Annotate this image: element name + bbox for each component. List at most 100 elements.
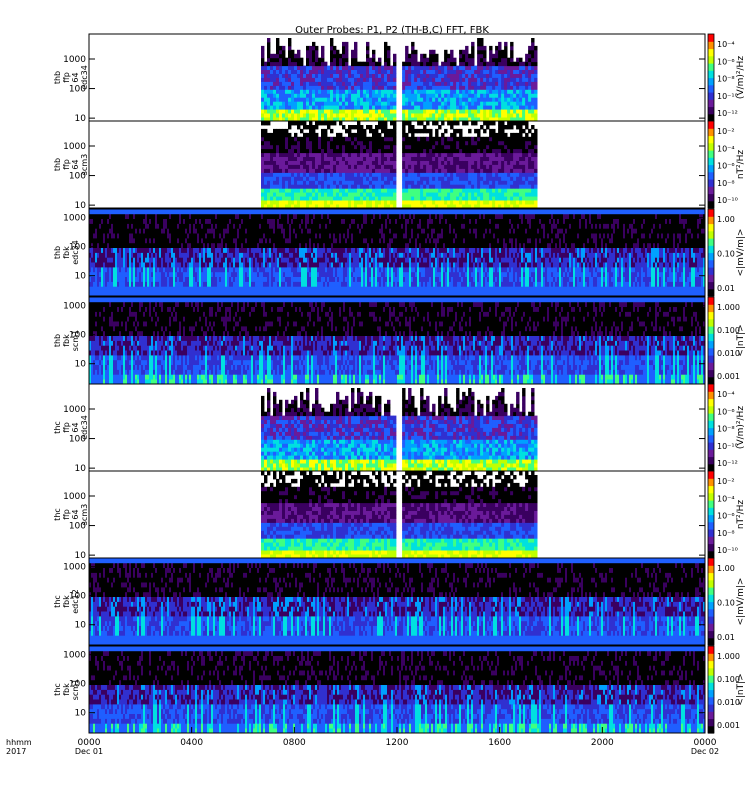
panel-background xyxy=(89,471,705,558)
y-axis-label: thb xyxy=(53,158,62,171)
y-axis-label: ffp xyxy=(62,159,71,170)
panel-background xyxy=(89,121,705,208)
y-tick-label: 100 xyxy=(69,680,86,690)
y-tick-label: 1000 xyxy=(63,142,86,152)
spectrogram-image xyxy=(261,471,538,559)
colorbar-tick-label: 10⁻⁶ xyxy=(717,57,735,66)
colorbar-tick-label: 10⁻⁴ xyxy=(717,40,735,49)
y-axis-label: thb xyxy=(53,246,62,259)
y-axis-label: fbk xyxy=(62,683,71,696)
y-tick-label: 100 xyxy=(69,592,86,602)
y-tick-label: 1000 xyxy=(63,492,86,502)
colorbar-tick-label: 0.010 xyxy=(717,349,740,358)
colorbar-unit: nT²/Hz xyxy=(736,150,746,180)
y-tick-label: 1000 xyxy=(63,302,86,312)
colorbar-tick-label: 10⁻² xyxy=(717,477,735,486)
colorbar-unit: nT²/Hz xyxy=(736,500,746,530)
y-axis-label: fbk xyxy=(62,595,71,608)
spectrogram-image xyxy=(89,646,706,734)
colorbar: 1.00 0.10 0.01<|mV/m|> xyxy=(707,208,746,297)
colorbar-tick-label: 10⁻⁴ xyxy=(717,494,735,503)
colorbar: 1.00 0.10 0.01<|mV/m|> xyxy=(707,557,746,646)
spectrogram-image xyxy=(261,388,538,472)
y-axis-label: 64 xyxy=(71,159,80,169)
panel-background xyxy=(89,384,705,471)
y-tick-label: 100 xyxy=(69,435,86,445)
y-axis-label: ffp xyxy=(62,422,71,433)
colorbar-tick-label: 10⁻⁴ xyxy=(717,144,735,153)
y-tick-label: 100 xyxy=(69,243,86,253)
y-tick-label: 10 xyxy=(75,709,87,719)
time-axis-corner-label: 2017 xyxy=(6,747,26,756)
y-axis-label: scm3 xyxy=(80,154,89,175)
colorbar-unit: <|mV/m|> xyxy=(736,578,746,626)
spectrogram-image xyxy=(261,121,538,209)
colorbar-unit: (V/m)²/Hz xyxy=(736,406,746,449)
colorbar-tick-label: 10⁻⁶ xyxy=(717,512,735,521)
y-tick-label: 10 xyxy=(75,551,87,561)
colorbar-tick-label: 0.001 xyxy=(717,372,740,381)
panel-frame xyxy=(88,208,706,297)
colorbar-unit: <|nT|> xyxy=(736,324,746,356)
y-axis-label: edc34 xyxy=(71,240,80,265)
y-axis-label: ffp xyxy=(62,72,71,83)
x-tick-label: 1600 xyxy=(488,738,511,748)
y-axis-label: thc xyxy=(53,508,62,521)
spectrogram-image xyxy=(261,38,538,122)
y-axis-label: thc xyxy=(53,683,62,696)
y-axis-label: 64 xyxy=(71,72,80,82)
colorbar: 1.000 0.100 0.010 0.001 <|nT|> xyxy=(707,296,746,385)
x-tick-label: 0800 xyxy=(283,738,306,748)
y-axis-label: thb xyxy=(53,71,62,84)
colorbar-unit: (V/m)²/Hz xyxy=(736,56,746,99)
colorbar-tick-label: 0.010 xyxy=(717,698,740,707)
y-tick-label: 100 xyxy=(69,85,86,95)
colorbar-tick-label: 1.00 xyxy=(717,564,735,573)
y-axis-label: scm3 xyxy=(80,504,89,525)
y-axis-label: thb xyxy=(53,334,62,347)
x-tick-label: 0400 xyxy=(180,738,203,748)
x-tick-date: Dec 01 xyxy=(75,747,103,756)
y-axis-label: ffp xyxy=(62,509,71,520)
colorbar-tick-label: 0.100 xyxy=(717,675,740,684)
y-tick-label: 1000 xyxy=(63,55,86,65)
panel-thb-fbk-e34: 10 100 1000 thb fbk edc34 1.00 0.10 0.01<|mV/m|> xyxy=(53,208,746,297)
colorbar-tick-label: 0.001 xyxy=(717,721,740,730)
y-tick-label: 100 xyxy=(69,331,86,341)
x-tick-label: 2000 xyxy=(591,738,614,748)
y-tick-label: 1000 xyxy=(63,405,86,415)
colorbar-tick-label: 10⁻⁴ xyxy=(717,390,735,399)
colorbar: 10⁻² 10⁻⁴ 10⁻⁶ 10⁻⁸ 10⁻¹⁰ nT²/Hz xyxy=(707,470,746,559)
colorbar-tick-label: 10⁻⁸ xyxy=(717,179,735,188)
y-axis-label: edc34 xyxy=(80,65,89,90)
y-axis-label: scm1 xyxy=(71,679,80,700)
colorbar-tick-label: 1.000 xyxy=(717,303,740,312)
panel-frame xyxy=(88,557,706,646)
y-axis-label: fbk xyxy=(62,334,71,347)
y-tick-label: 1000 xyxy=(63,563,86,573)
y-axis-label: thc xyxy=(53,595,62,608)
y-tick-label: 10 xyxy=(75,201,87,211)
colorbar-tick-label: 0.10 xyxy=(717,599,735,608)
y-axis-label: 64 xyxy=(71,509,80,519)
y-tick-label: 1000 xyxy=(63,651,86,661)
y-tick-label: 10 xyxy=(75,114,87,124)
spectrogram-image xyxy=(89,558,706,646)
colorbar-tick-label: 10⁻² xyxy=(717,127,735,136)
colorbar-tick-label: 0.01 xyxy=(717,284,735,293)
y-tick-label: 10 xyxy=(75,360,87,370)
y-axis-label: scm1 xyxy=(71,330,80,351)
colorbar: 1.000 0.100 0.010 0.001 <|nT|> xyxy=(707,645,746,734)
y-tick-label: 100 xyxy=(69,172,86,182)
y-tick-label: 10 xyxy=(75,464,87,474)
colorbar-tick-label: 10⁻⁸ xyxy=(717,75,735,84)
colorbar-tick-label: 0.100 xyxy=(717,326,740,335)
colorbar-tick-label: 10⁻¹² xyxy=(717,109,738,118)
y-tick-label: 10 xyxy=(75,621,87,631)
